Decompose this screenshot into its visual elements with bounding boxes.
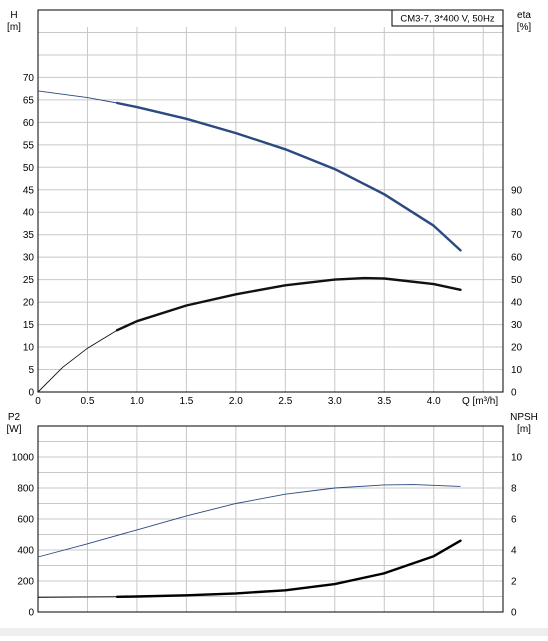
x-tick-label: 1.0: [130, 396, 144, 407]
y-right-tick-label: 8: [511, 484, 517, 495]
y-left-tick-label: 400: [17, 546, 34, 557]
y-left-tick-label: 10: [23, 343, 35, 354]
y-left-axis-unit: [W]: [7, 424, 22, 435]
y-right-tick-label: 90: [511, 185, 523, 196]
y-left-tick-label: 15: [23, 320, 35, 331]
y-left-tick-label: 25: [23, 275, 35, 286]
series-line-thin: [37, 90, 118, 104]
y-right-tick-label: 70: [511, 230, 523, 241]
y-left-axis-label: H: [10, 10, 17, 21]
x-tick-label: 3.0: [328, 396, 342, 407]
x-tick-label: 4.0: [427, 396, 441, 407]
y-right-tick-label: 30: [511, 320, 523, 331]
y-right-tick-label: 20: [511, 343, 523, 354]
y-left-tick-label: 200: [17, 577, 34, 588]
y-right-axis-unit: [%]: [517, 22, 532, 33]
y-right-tick-label: 4: [511, 546, 517, 557]
y-left-tick-label: 35: [23, 230, 35, 241]
x-tick-label: 0.5: [81, 396, 95, 407]
y-left-tick-label: 1000: [12, 453, 35, 464]
y-left-tick-label: 60: [23, 118, 35, 129]
series-line: [115, 276, 462, 332]
y-right-tick-label: 50: [511, 275, 523, 286]
series-line-thin: [37, 484, 461, 558]
y-left-tick-label: 0: [28, 608, 34, 619]
y-right-axis-label: NPSH: [510, 412, 538, 423]
y-right-tick-label: 60: [511, 253, 523, 264]
y-left-tick-label: 40: [23, 208, 35, 219]
title-box: [391, 9, 504, 27]
plot-frame: [37, 425, 504, 613]
series-line: [115, 101, 462, 252]
x-tick-label: 3.5: [377, 396, 391, 407]
y-left-tick-label: 800: [17, 484, 34, 495]
y-right-tick-label: 0: [511, 608, 517, 619]
y-right-tick-label: 6: [511, 515, 517, 526]
y-right-tick-label: 10: [511, 365, 523, 376]
series-line-thin: [37, 329, 118, 393]
x-axis-label: Q [m³/h]: [462, 396, 498, 407]
x-tick-label: 0: [35, 396, 41, 407]
y-left-tick-label: 65: [23, 95, 35, 106]
y-left-tick-label: 600: [17, 515, 34, 526]
bottom-strip: [0, 628, 548, 636]
y-left-tick-label: 5: [28, 365, 34, 376]
x-tick-label: 2.0: [229, 396, 243, 407]
y-right-axis-label: eta: [517, 10, 531, 21]
y-left-tick-label: 20: [23, 298, 35, 309]
x-tick-label: 2.5: [278, 396, 292, 407]
y-left-tick-label: 50: [23, 163, 35, 174]
y-left-axis-label: P2: [8, 412, 21, 423]
series-line: [115, 539, 462, 598]
y-left-tick-label: 70: [23, 73, 35, 84]
y-left-tick-label: 45: [23, 185, 35, 196]
y-right-tick-label: 0: [511, 388, 517, 399]
y-left-tick-label: 30: [23, 253, 35, 264]
y-right-tick-label: 10: [511, 453, 523, 464]
y-left-axis-unit: [m]: [7, 22, 21, 33]
y-right-axis-unit: [m]: [517, 424, 531, 435]
y-right-tick-label: 40: [511, 298, 523, 309]
series-line-thin: [37, 596, 118, 598]
plot-frame: [37, 9, 504, 393]
y-left-tick-label: 0: [28, 388, 34, 399]
x-tick-label: 1.5: [179, 396, 193, 407]
chart-title: CM3-7, 3*400 V, 50Hz: [400, 14, 494, 25]
y-right-tick-label: 2: [511, 577, 517, 588]
y-right-tick-label: 80: [511, 208, 523, 219]
y-left-tick-label: 55: [23, 140, 35, 151]
